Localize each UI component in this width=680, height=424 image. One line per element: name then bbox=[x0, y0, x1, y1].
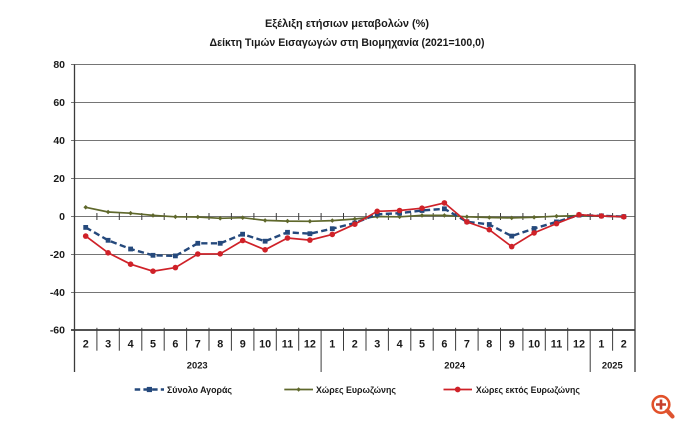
svg-text:10: 10 bbox=[528, 339, 540, 351]
svg-text:3: 3 bbox=[374, 339, 380, 351]
svg-text:11: 11 bbox=[282, 339, 293, 351]
svg-text:12: 12 bbox=[304, 339, 316, 351]
svg-text:Χώρες εκτός Ευρωζώνης: Χώρες εκτός Ευρωζώνης bbox=[476, 385, 580, 396]
svg-text:2: 2 bbox=[621, 339, 627, 351]
svg-text:Δείκτη Τιμών Εισαγωγών στη Βιο: Δείκτη Τιμών Εισαγωγών στη Βιομηχανία (2… bbox=[210, 37, 485, 49]
svg-text:4: 4 bbox=[128, 339, 134, 351]
svg-text:6: 6 bbox=[441, 339, 447, 351]
svg-text:Χώρες Ευρωζώνης: Χώρες Ευρωζώνης bbox=[316, 385, 396, 396]
svg-text:2025: 2025 bbox=[602, 360, 623, 371]
svg-text:40: 40 bbox=[53, 135, 65, 147]
svg-text:8: 8 bbox=[486, 339, 492, 351]
svg-text:5: 5 bbox=[419, 339, 425, 351]
svg-text:8: 8 bbox=[217, 339, 223, 351]
svg-text:-40: -40 bbox=[50, 287, 65, 299]
svg-text:-20: -20 bbox=[50, 249, 65, 261]
svg-text:7: 7 bbox=[464, 339, 470, 351]
svg-text:6: 6 bbox=[172, 339, 178, 351]
svg-text:3: 3 bbox=[105, 339, 111, 351]
svg-text:Εξέλιξη ετήσιων μεταβολών (%): Εξέλιξη ετήσιων μεταβολών (%) bbox=[265, 18, 429, 30]
svg-text:2024: 2024 bbox=[444, 360, 466, 371]
svg-text:11: 11 bbox=[551, 339, 562, 351]
svg-text:2023: 2023 bbox=[187, 360, 208, 371]
svg-text:9: 9 bbox=[509, 339, 515, 351]
svg-text:12: 12 bbox=[573, 339, 585, 351]
svg-text:1: 1 bbox=[329, 339, 335, 351]
svg-text:10: 10 bbox=[259, 339, 271, 351]
svg-text:7: 7 bbox=[195, 339, 201, 351]
svg-text:60: 60 bbox=[53, 97, 65, 109]
svg-text:-60: -60 bbox=[50, 325, 65, 337]
svg-text:5: 5 bbox=[150, 339, 156, 351]
svg-text:9: 9 bbox=[240, 339, 246, 351]
svg-text:4: 4 bbox=[397, 339, 403, 351]
svg-text:20: 20 bbox=[53, 173, 65, 185]
svg-text:80: 80 bbox=[53, 59, 65, 71]
svg-text:2: 2 bbox=[352, 339, 358, 351]
svg-text:Σύνολο Αγοράς: Σύνολο Αγοράς bbox=[167, 385, 232, 396]
svg-text:2: 2 bbox=[83, 339, 89, 351]
svg-text:0: 0 bbox=[59, 211, 65, 223]
svg-text:1: 1 bbox=[598, 339, 604, 351]
